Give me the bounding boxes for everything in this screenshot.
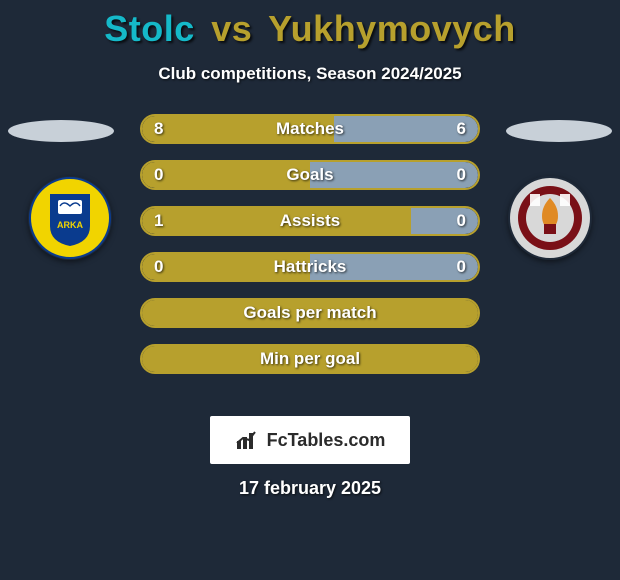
stat-label: Goals bbox=[142, 165, 478, 185]
player1-shadow bbox=[8, 120, 114, 142]
stat-bars: 8Matches60Goals01Assists00Hattricks0Goal… bbox=[140, 114, 480, 390]
vs-word: vs bbox=[211, 8, 252, 49]
stat-row-min-per-goal: Min per goal bbox=[140, 344, 480, 374]
player2-shadow bbox=[506, 120, 612, 142]
svg-text:ARKA: ARKA bbox=[57, 220, 83, 230]
player2-club-badge bbox=[508, 176, 592, 260]
stat-row-goals-per-match: Goals per match bbox=[140, 298, 480, 328]
stat-row-goals: 0Goals0 bbox=[140, 160, 480, 190]
player1-name: Stolc bbox=[104, 8, 195, 49]
stat-value-right: 6 bbox=[457, 119, 466, 139]
player2-name: Yukhymovych bbox=[268, 8, 516, 49]
date-label: 17 february 2025 bbox=[0, 478, 620, 499]
stat-label: Goals per match bbox=[142, 303, 478, 323]
stat-value-right: 0 bbox=[457, 257, 466, 277]
stat-value-right: 0 bbox=[457, 165, 466, 185]
stat-label: Min per goal bbox=[142, 349, 478, 369]
stat-label: Hattricks bbox=[142, 257, 478, 277]
club-left-icon: ARKA bbox=[28, 176, 112, 260]
source-badge: FcTables.com bbox=[210, 416, 410, 464]
subtitle: Club competitions, Season 2024/2025 bbox=[0, 64, 620, 84]
club-right-icon bbox=[508, 176, 592, 260]
comparison-title: Stolc vs Yukhymovych bbox=[0, 0, 620, 50]
player1-club-badge: ARKA bbox=[28, 176, 112, 260]
stat-value-right: 0 bbox=[457, 211, 466, 231]
stat-label: Assists bbox=[142, 211, 478, 231]
source-brand: FcTables.com bbox=[267, 430, 386, 451]
comparison-stage: ARKA 8Matches60Goals01Assists00Hattricks… bbox=[0, 114, 620, 414]
stat-label: Matches bbox=[142, 119, 478, 139]
stat-row-matches: 8Matches6 bbox=[140, 114, 480, 144]
stat-row-assists: 1Assists0 bbox=[140, 206, 480, 236]
source-logo-icon bbox=[235, 429, 261, 451]
stat-row-hattricks: 0Hattricks0 bbox=[140, 252, 480, 282]
